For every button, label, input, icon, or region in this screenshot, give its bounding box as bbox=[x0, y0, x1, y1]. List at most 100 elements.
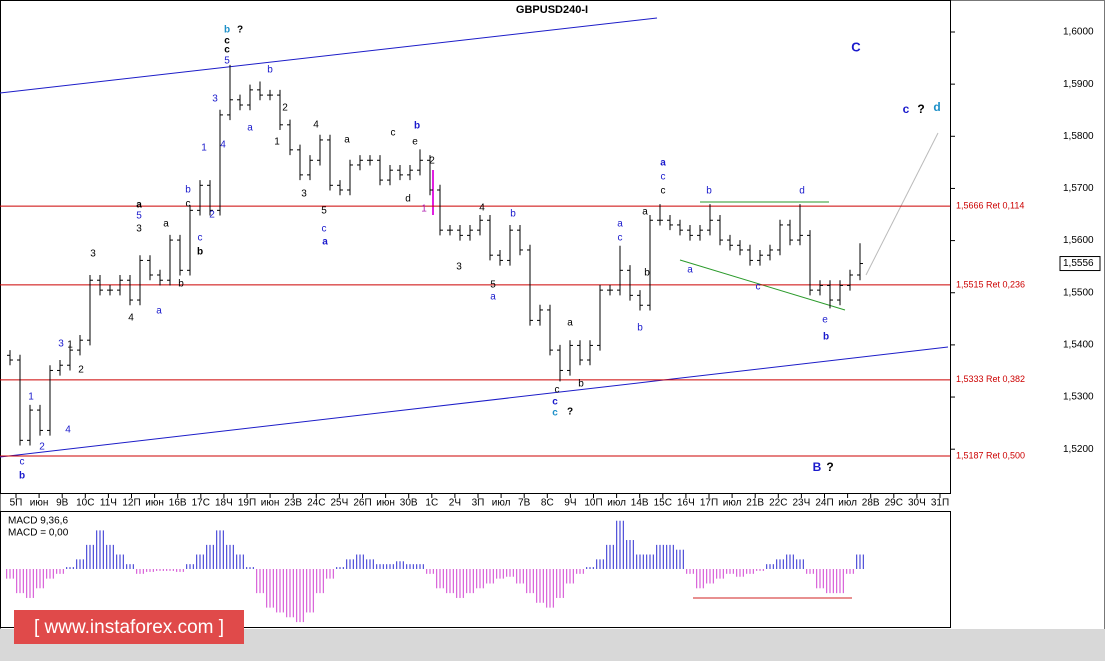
x-tick-label: 24С bbox=[307, 498, 325, 509]
wave-label: a bbox=[136, 200, 142, 211]
wave-label: b bbox=[510, 209, 516, 220]
wave-label: 4 bbox=[220, 140, 226, 151]
wave-label: a bbox=[642, 207, 648, 218]
retracement-label: 1,5187 Ret 0,500 bbox=[956, 450, 1025, 460]
channel-lower bbox=[0, 346, 949, 458]
wave-label: 4 bbox=[65, 425, 71, 436]
wave-label: 2 bbox=[429, 156, 435, 167]
wave-label: b bbox=[178, 279, 184, 290]
wave-label: b bbox=[19, 471, 25, 482]
wave-label: 1 bbox=[67, 340, 73, 351]
x-tick-label: 1С bbox=[425, 498, 438, 509]
wave-label: a bbox=[247, 123, 253, 134]
wave-label: c bbox=[224, 36, 230, 47]
x-tick-label: июл bbox=[492, 498, 511, 509]
retracement-label: 1,5515 Ret 0,236 bbox=[956, 279, 1025, 289]
wave-label: 3 bbox=[456, 262, 462, 273]
x-tick-label: 21В bbox=[746, 498, 764, 509]
x-tick-label: 2Ч bbox=[449, 498, 461, 509]
wave-label: a bbox=[163, 219, 169, 230]
x-tick-label: июн bbox=[261, 498, 280, 509]
y-tick-label: 1,5400 bbox=[1063, 340, 1094, 351]
wave-label: C bbox=[851, 39, 861, 54]
x-tick-label: 26П bbox=[353, 498, 371, 509]
macd-title: MACD 9,36,6 bbox=[8, 516, 68, 527]
x-tick-label: 23В bbox=[284, 498, 302, 509]
projection-line bbox=[865, 132, 939, 276]
wave-label: 1 bbox=[274, 137, 280, 148]
wave-label: 1 bbox=[28, 392, 34, 403]
wave-label: 5 bbox=[136, 211, 142, 222]
y-tick-label: 1,5700 bbox=[1063, 183, 1094, 194]
wave-label: 5 bbox=[321, 206, 327, 217]
x-tick-label: 25Ч bbox=[331, 498, 349, 509]
x-tick-label: 18Ч bbox=[215, 498, 233, 509]
wave-label: a bbox=[567, 318, 573, 329]
x-tick-label: 10П bbox=[584, 498, 602, 509]
last-price-box bbox=[1059, 256, 1101, 272]
wave-label: ? bbox=[567, 407, 573, 418]
x-tick-label: 22С bbox=[769, 498, 787, 509]
price-pane bbox=[0, 0, 951, 494]
wave-label: b bbox=[823, 332, 829, 343]
wave-label: 3 bbox=[136, 224, 142, 235]
wave-label: e bbox=[412, 137, 418, 148]
wave-label: d bbox=[799, 186, 805, 197]
watermark-box bbox=[14, 610, 244, 644]
wave-label: b bbox=[414, 121, 420, 132]
x-tick-label: 16В bbox=[169, 498, 187, 509]
wave-label: c bbox=[552, 397, 558, 408]
wave-label: b bbox=[185, 185, 191, 196]
wave-label: a bbox=[156, 306, 162, 317]
x-tick-label: 12П bbox=[122, 498, 140, 509]
wave-label: b bbox=[637, 323, 643, 334]
y-tick-label: 1,5500 bbox=[1063, 287, 1094, 298]
wave-label: b bbox=[224, 25, 230, 36]
x-tick-label: 23Ч bbox=[793, 498, 811, 509]
wave-label: 4 bbox=[313, 120, 319, 131]
x-tick-label: 10С bbox=[76, 498, 94, 509]
channel-upper bbox=[0, 17, 658, 94]
wave-label: 2 bbox=[39, 442, 45, 453]
wave-label: b bbox=[578, 379, 584, 390]
x-tick-label: июн bbox=[145, 498, 164, 509]
wave-label: 4 bbox=[479, 203, 485, 214]
wave-label: d bbox=[933, 100, 940, 114]
x-tick-label: июл bbox=[607, 498, 626, 509]
wave-label: c bbox=[198, 233, 203, 244]
wave-label: c bbox=[20, 457, 25, 468]
wave-label: a bbox=[687, 265, 693, 276]
wave-label: ? bbox=[237, 25, 243, 36]
x-tick-label: 24П bbox=[815, 498, 833, 509]
wave-label: c bbox=[186, 199, 191, 210]
x-tick-label: июн bbox=[30, 498, 49, 509]
x-tick-label: 15С bbox=[654, 498, 672, 509]
x-tick-label: 30Ч bbox=[908, 498, 926, 509]
wave-label: b bbox=[706, 186, 712, 197]
wave-label: c bbox=[555, 385, 560, 396]
wave-label: B bbox=[813, 460, 822, 474]
x-tick-label: 31П bbox=[931, 498, 949, 509]
x-tick-label: 11Ч bbox=[100, 498, 117, 509]
wave-label: b bbox=[197, 247, 203, 258]
last-price-label: 1,5556 bbox=[1063, 258, 1094, 269]
wave-label: b bbox=[267, 65, 273, 76]
x-tick-label: 29С bbox=[885, 498, 903, 509]
wave-label: a bbox=[617, 219, 623, 230]
x-tick-label: июн bbox=[376, 498, 395, 509]
macd-value: MACD = 0,00 bbox=[8, 528, 69, 539]
y-tick-label: 1,5800 bbox=[1063, 131, 1094, 142]
wave-label: a bbox=[490, 292, 496, 303]
wave-label: c bbox=[618, 233, 623, 244]
x-tick-label: 28В bbox=[862, 498, 880, 509]
wave-label: 4 bbox=[128, 313, 134, 324]
wave-label: 5 bbox=[490, 280, 496, 291]
wave-label: 1 bbox=[201, 143, 207, 154]
wave-label: b bbox=[644, 268, 650, 279]
wave-label: ? bbox=[826, 460, 833, 474]
y-tick-label: 1,6000 bbox=[1063, 27, 1094, 38]
x-tick-label: 16Ч bbox=[677, 498, 695, 509]
x-tick-label: 9Ч bbox=[564, 498, 576, 509]
